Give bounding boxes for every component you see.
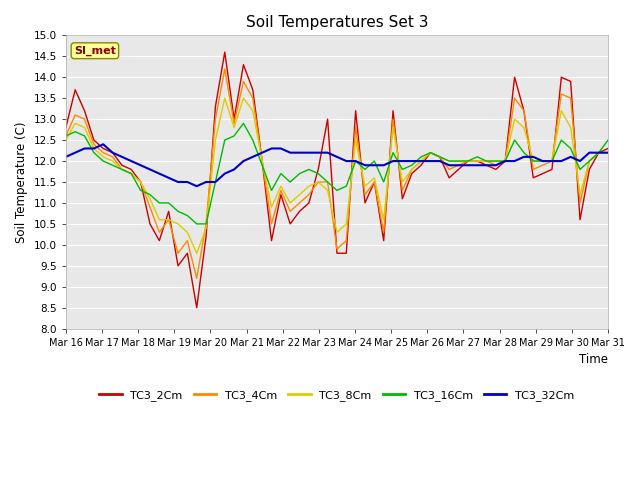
TC3_2Cm (604, 145, 612, 151)
TC3_2Cm (62, 125, 70, 131)
TC3_4Cm (193, 276, 200, 281)
TC3_8Cm (361, 183, 369, 189)
TC3_2Cm (118, 162, 126, 168)
Line: TC3_32Cm: TC3_32Cm (66, 144, 608, 186)
TC3_2Cm (361, 200, 369, 206)
TC3_16Cm (239, 120, 247, 126)
TC3_8Cm (212, 137, 220, 143)
TC3_16Cm (604, 137, 612, 143)
TC3_2Cm (474, 158, 481, 164)
Title: Soil Temperatures Set 3: Soil Temperatures Set 3 (246, 15, 428, 30)
TC3_8Cm (81, 125, 88, 131)
TC3_4Cm (361, 192, 369, 197)
TC3_4Cm (221, 66, 228, 72)
TC3_4Cm (604, 150, 612, 156)
TC3_4Cm (212, 116, 220, 122)
TC3_32Cm (361, 162, 369, 168)
Line: TC3_2Cm: TC3_2Cm (66, 52, 608, 308)
TC3_32Cm (62, 154, 70, 160)
TC3_4Cm (81, 116, 88, 122)
TC3_16Cm (361, 167, 369, 172)
TC3_32Cm (604, 150, 612, 156)
TC3_32Cm (127, 158, 135, 164)
TC3_32Cm (99, 142, 107, 147)
TC3_4Cm (118, 167, 126, 172)
TC3_16Cm (212, 179, 220, 185)
TC3_2Cm (212, 104, 220, 109)
TC3_8Cm (474, 158, 481, 164)
Text: SI_met: SI_met (74, 46, 116, 56)
TC3_16Cm (118, 167, 126, 172)
TC3_32Cm (193, 183, 200, 189)
TC3_16Cm (81, 133, 88, 139)
TC3_32Cm (81, 145, 88, 151)
TC3_2Cm (221, 49, 228, 55)
TC3_8Cm (604, 150, 612, 156)
TC3_16Cm (474, 154, 481, 160)
TC3_16Cm (146, 192, 154, 197)
Line: TC3_16Cm: TC3_16Cm (66, 123, 608, 224)
TC3_8Cm (221, 96, 228, 101)
TC3_2Cm (193, 305, 200, 311)
TC3_8Cm (62, 137, 70, 143)
TC3_2Cm (146, 221, 154, 227)
TC3_4Cm (474, 158, 481, 164)
Line: TC3_4Cm: TC3_4Cm (66, 69, 608, 278)
Y-axis label: Soil Temperature (C): Soil Temperature (C) (15, 121, 28, 243)
TC3_16Cm (193, 221, 200, 227)
TC3_8Cm (193, 251, 200, 256)
TC3_4Cm (146, 204, 154, 210)
Legend: TC3_2Cm, TC3_4Cm, TC3_8Cm, TC3_16Cm, TC3_32Cm: TC3_2Cm, TC3_4Cm, TC3_8Cm, TC3_16Cm, TC3… (95, 385, 579, 405)
TC3_32Cm (474, 162, 481, 168)
TC3_2Cm (81, 108, 88, 114)
TC3_32Cm (156, 171, 163, 177)
TC3_16Cm (62, 133, 70, 139)
TC3_8Cm (146, 196, 154, 202)
TC3_8Cm (118, 167, 126, 172)
TC3_4Cm (62, 133, 70, 139)
X-axis label: Time: Time (579, 353, 608, 366)
TC3_32Cm (221, 171, 228, 177)
Line: TC3_8Cm: TC3_8Cm (66, 98, 608, 253)
